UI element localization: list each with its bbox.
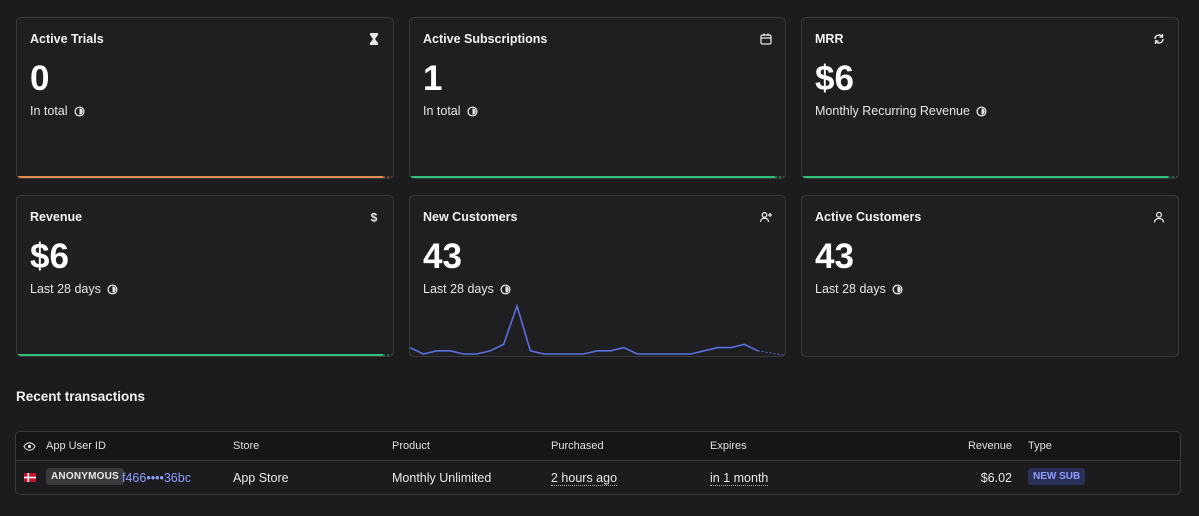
expires-cell[interactable]: in 1 month — [710, 471, 769, 486]
column-header-revenue[interactable]: Revenue — [967, 440, 1012, 452]
info-icon[interactable] — [107, 283, 118, 295]
card-value: 0 — [30, 59, 50, 98]
sparkline — [17, 354, 393, 356]
card-value: 1 — [423, 59, 443, 98]
revenue-cell: $6.02 — [980, 471, 1012, 485]
column-header-app-user-id[interactable]: App User ID — [46, 440, 106, 452]
card-subtitle: Last 28 days — [423, 282, 511, 296]
anonymous-badge: ANONYMOUS — [46, 468, 124, 485]
user-icon — [1153, 211, 1165, 223]
card-title: Active Trials — [30, 32, 104, 46]
sparkline-line — [410, 303, 759, 355]
column-header-store[interactable]: Store — [233, 440, 260, 452]
sparkline — [802, 176, 1178, 178]
card-value: 43 — [815, 237, 854, 276]
card-active-customers[interactable]: Active Customers 43 Last 28 days — [801, 195, 1179, 357]
product-cell: Monthly Unlimited — [392, 471, 492, 485]
card-title: Active Customers — [815, 210, 922, 224]
calendar-icon — [760, 33, 772, 45]
app-user-id-link[interactable]: f466••••36bc — [122, 471, 191, 485]
card-value: 43 — [423, 237, 462, 276]
sparkline — [410, 176, 785, 178]
purchased-cell[interactable]: 2 hours ago — [551, 471, 618, 486]
svg-text:$: $ — [371, 211, 378, 225]
user-plus-icon — [759, 212, 772, 223]
sparkline — [17, 176, 393, 178]
dollar-icon: $ — [371, 211, 378, 225]
card-value: $6 — [815, 59, 854, 98]
info-icon[interactable] — [73, 105, 85, 117]
card-mrr[interactable]: MRR $6 Monthly Recurring Revenue — [801, 17, 1179, 179]
column-header-product[interactable]: Product — [392, 440, 430, 452]
card-title: MRR — [815, 32, 844, 46]
sparkline-projection — [757, 350, 784, 356]
sparkline — [410, 303, 784, 356]
column-header-expires[interactable]: Expires — [710, 440, 747, 452]
card-subtitle: Monthly Recurring Revenue — [815, 104, 987, 118]
info-icon[interactable] — [466, 105, 478, 117]
hourglass-icon — [370, 33, 378, 45]
denmark-flag-icon — [24, 473, 36, 482]
eye-icon[interactable] — [23, 441, 36, 452]
info-icon[interactable] — [500, 283, 511, 295]
table-header: App User ID Store Product Purchased Expi… — [16, 432, 1180, 461]
column-header-type[interactable]: Type — [1028, 440, 1052, 452]
store-cell: App Store — [233, 471, 289, 485]
card-active-trials[interactable]: Active Trials 0 In total — [16, 17, 394, 179]
card-value: $6 — [30, 237, 69, 276]
section-title: Recent transactions — [16, 389, 146, 404]
card-title: Revenue — [30, 210, 83, 224]
column-header-purchased[interactable]: Purchased — [551, 440, 604, 452]
card-subtitle: In total — [423, 104, 478, 118]
card-title: Active Subscriptions — [423, 32, 548, 46]
info-icon[interactable] — [976, 105, 987, 117]
card-title: New Customers — [423, 210, 518, 224]
card-new-customers[interactable]: New Customers 43 Last 28 days — [409, 195, 786, 357]
card-subtitle: In total — [30, 104, 85, 118]
type-badge: NEW SUB — [1028, 468, 1086, 485]
card-subtitle: Last 28 days — [815, 282, 903, 296]
card-revenue[interactable]: Revenue $ $6 Last 28 days — [16, 195, 394, 357]
table-row[interactable]: ANONYMOUS f466••••36bc App Store Monthly… — [16, 461, 1180, 494]
card-subtitle: Last 28 days — [30, 282, 118, 296]
transactions-table: App User ID Store Product Purchased Expi… — [15, 431, 1181, 495]
card-active-subscriptions[interactable]: Active Subscriptions 1 In total — [409, 17, 786, 179]
info-icon[interactable] — [892, 283, 903, 295]
refresh-icon — [1154, 34, 1164, 44]
